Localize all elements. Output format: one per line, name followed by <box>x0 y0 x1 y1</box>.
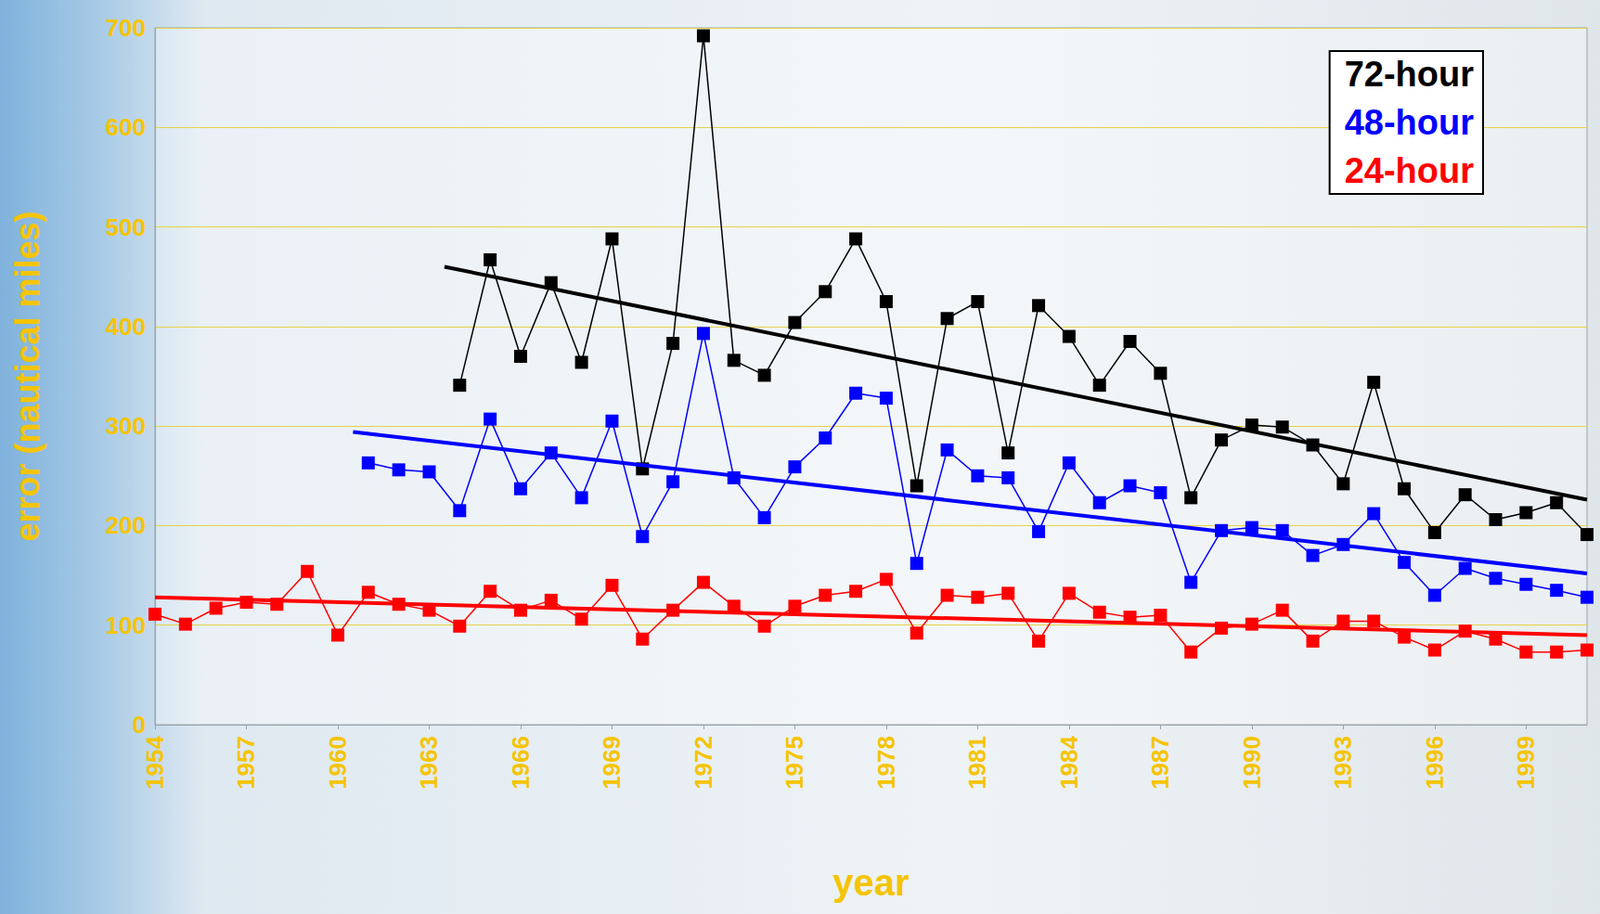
svg-text:1960: 1960 <box>323 735 352 790</box>
svg-text:1957: 1957 <box>232 735 260 790</box>
svg-text:1975: 1975 <box>780 735 809 790</box>
svg-text:1972: 1972 <box>689 735 718 790</box>
svg-text:error (nautical miles): error (nautical miles) <box>8 210 47 542</box>
svg-text:48-hour: 48-hour <box>1344 103 1475 142</box>
svg-text:year: year <box>832 862 909 904</box>
svg-text:700: 700 <box>105 13 146 42</box>
svg-text:24-hour: 24-hour <box>1344 151 1475 191</box>
svg-text:100: 100 <box>105 611 146 640</box>
svg-text:1999: 1999 <box>1511 735 1540 790</box>
svg-text:1954: 1954 <box>141 735 169 789</box>
svg-text:1966: 1966 <box>506 735 535 790</box>
svg-text:1996: 1996 <box>1420 735 1449 790</box>
svg-text:1984: 1984 <box>1055 735 1084 789</box>
svg-text:1987: 1987 <box>1146 735 1175 790</box>
svg-text:1993: 1993 <box>1329 735 1357 790</box>
svg-text:200: 200 <box>105 511 146 540</box>
svg-text:0: 0 <box>132 710 146 739</box>
svg-text:1978: 1978 <box>872 735 901 790</box>
svg-text:300: 300 <box>105 412 146 440</box>
svg-text:1990: 1990 <box>1238 735 1266 790</box>
svg-text:400: 400 <box>105 312 146 341</box>
svg-text:72-hour: 72-hour <box>1344 54 1475 94</box>
svg-text:1969: 1969 <box>597 735 626 790</box>
svg-text:500: 500 <box>105 213 146 242</box>
svg-text:1981: 1981 <box>963 735 992 790</box>
svg-text:1963: 1963 <box>414 735 443 790</box>
svg-text:600: 600 <box>105 113 146 142</box>
